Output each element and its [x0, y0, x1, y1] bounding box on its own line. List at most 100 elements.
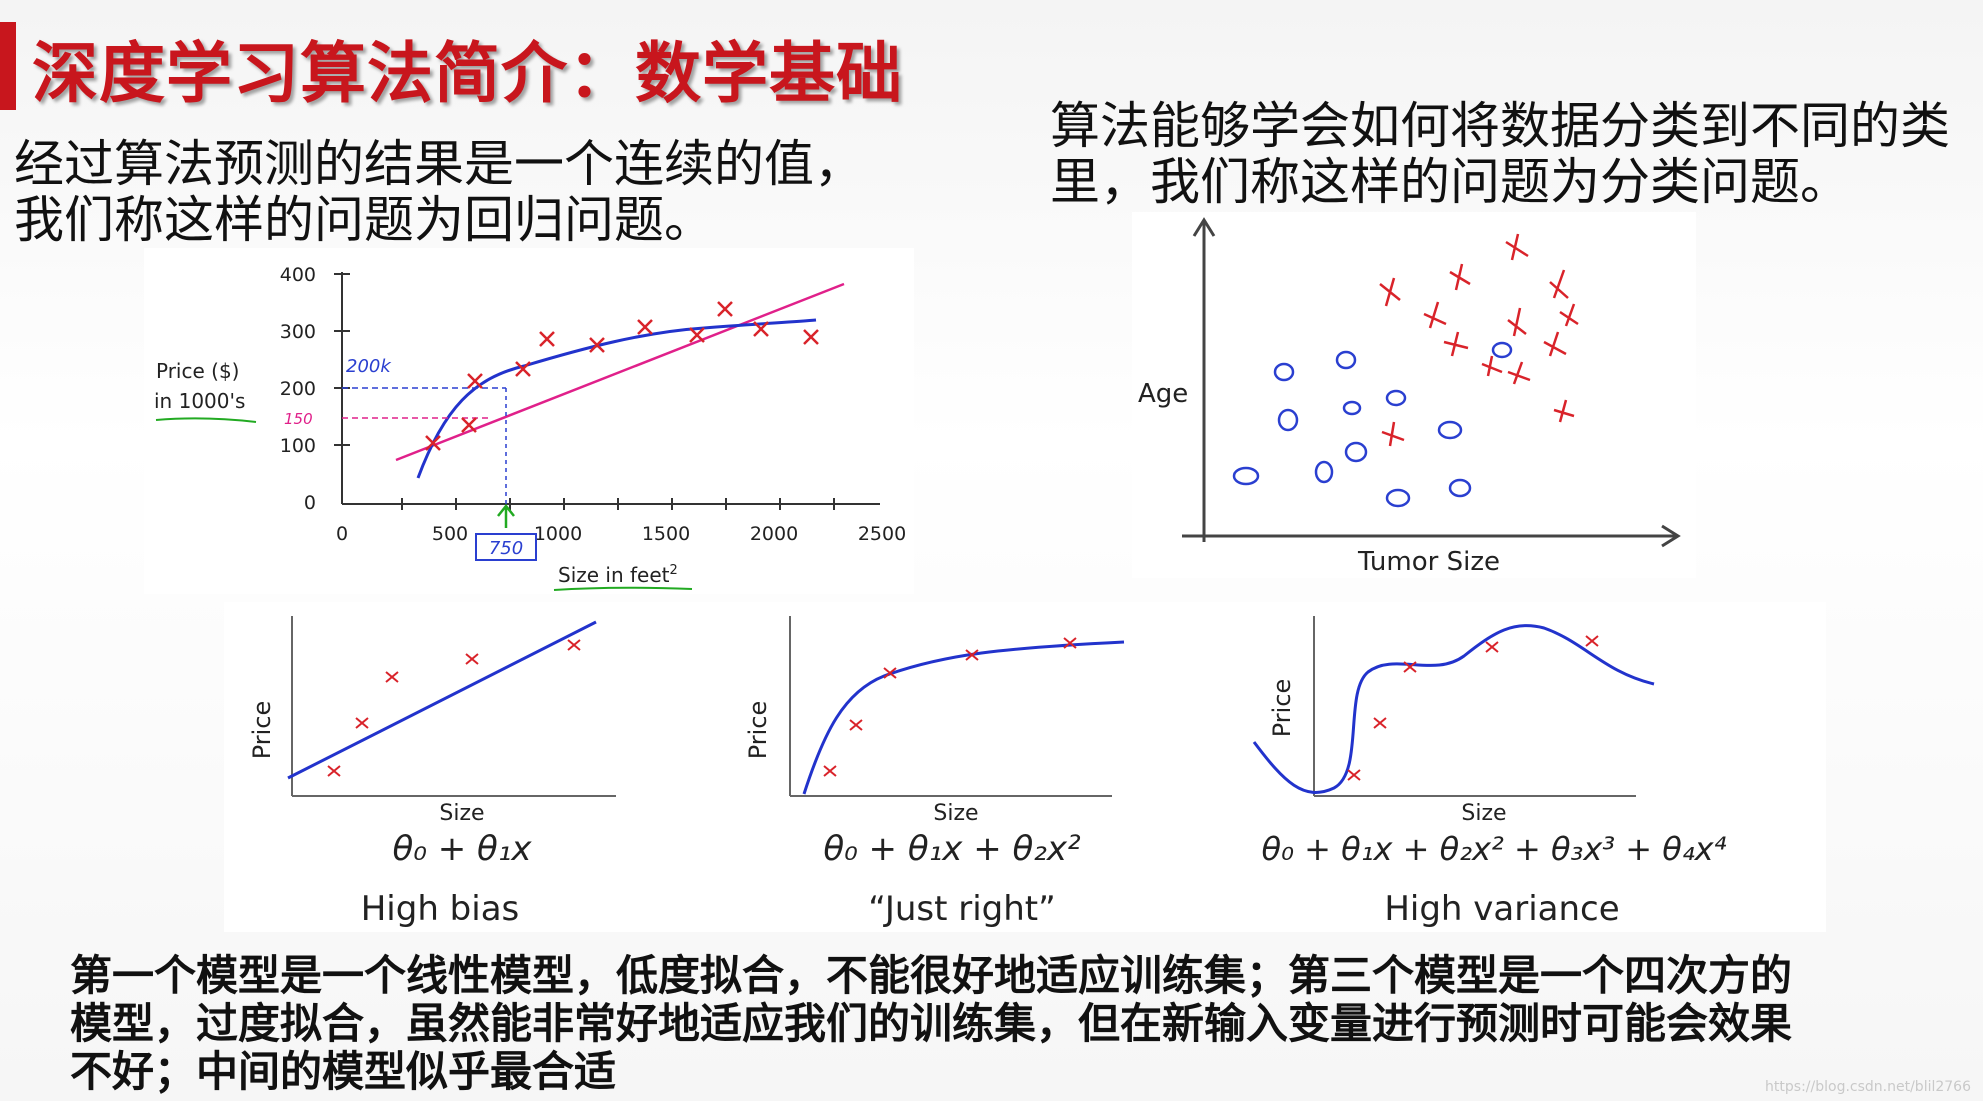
fit1-point [385, 671, 399, 683]
fit-summary: 第一个模型是一个线性模型，低度拟合，不能很好地适应训练集；第三个模型是一个四次方… [70, 952, 1950, 1096]
fit2-ylabel: Price [744, 701, 772, 760]
reg-x-tick-1000: 1000 [534, 523, 582, 545]
reg-annot-150: 150 [284, 410, 313, 428]
fit3-caption: High variance [1384, 889, 1619, 929]
reg-xlabel-underline [553, 586, 693, 591]
cls-o-marker [1335, 350, 1357, 370]
fit3-point [1585, 635, 1599, 647]
reg-750-box [475, 533, 537, 561]
reg-x-tick-2000: 2000 [750, 523, 798, 545]
fit1-point [327, 765, 341, 777]
reg-x-tick-1500: 1500 [642, 523, 690, 545]
reg-point [589, 337, 605, 353]
cls-x-marker [1481, 355, 1503, 377]
fit1-point [567, 639, 581, 651]
fit2-quadratic-curve [802, 640, 1125, 795]
reg-xlabel-text: Size in feet [558, 563, 670, 587]
cls-x-marker [1379, 277, 1401, 307]
cls-o-marker [1277, 408, 1299, 432]
cls-o-marker [1385, 488, 1411, 508]
watermark: https://blog.csdn.net/blil2766 [1765, 1079, 1971, 1095]
reg-point [425, 435, 441, 451]
reg-xlabel: Size in feet2 [558, 563, 678, 587]
cls-o-marker [1344, 441, 1368, 463]
fit3-points [1347, 635, 1599, 781]
cls-ylabel: Age [1138, 379, 1188, 409]
reg-point [753, 321, 769, 337]
cls-x-marker [1507, 307, 1527, 337]
fit-comparison-panel: Price Size θ₀ + θ₁x High bias Price Size… [224, 602, 1826, 932]
fit-summary-line2: 模型，过度拟合，虽然能非常好地适应我们的训练集，但在新输入变量进行预测时可能会效… [70, 999, 1793, 1048]
cls-o-marker [1232, 466, 1260, 486]
fit1-ylabel: Price [248, 701, 276, 760]
fit-comparison-svg: Price Size θ₀ + θ₁x High bias Price Size… [248, 616, 1727, 929]
reg-point [515, 361, 531, 377]
reg-point [637, 319, 653, 335]
cls-y-arrow [1192, 217, 1216, 237]
reg-point [689, 327, 705, 343]
cls-x-marker [1507, 361, 1531, 385]
regression-description: 经过算法预测的结果是一个连续的值， 我们称这样的问题为回归问题。 [14, 136, 894, 248]
cls-x-markers [1379, 233, 1579, 447]
cls-o-markers [1232, 341, 1513, 508]
fit3-ylabel: Price [1268, 679, 1296, 738]
fit3-xlabel: Size [1461, 801, 1506, 826]
reg-annot-750: 750 [489, 538, 523, 559]
fit3-point [1373, 717, 1387, 729]
reg-point [539, 331, 555, 347]
reg-point [803, 329, 819, 345]
reg-linear-fit-line [395, 282, 845, 462]
cls-x-marker [1423, 301, 1447, 329]
fit3-point [1485, 641, 1499, 653]
fit2-point [1063, 637, 1077, 649]
cls-x-marker [1449, 263, 1471, 291]
cls-o-marker [1385, 389, 1407, 407]
reg-point [461, 417, 477, 433]
reg-annot-200k: 200k [346, 356, 392, 377]
cls-x-marker [1559, 303, 1579, 327]
fit1-point [355, 717, 369, 729]
fit2-point [965, 649, 979, 661]
fit1-point [465, 653, 479, 665]
classification-description: 算法能够学会如何将数据分类到不同的类 里，我们称这样的问题为分类问题。 [1050, 98, 1980, 210]
fit-summary-line1: 第一个模型是一个线性模型，低度拟合，不能很好地适应训练集；第三个模型是一个四次方… [70, 951, 1793, 1000]
fit3-formula: θ₀ + θ₁x + θ₂x² + θ₃x³ + θ₄x⁴ [1262, 830, 1727, 868]
reg-xlabel-sup: 2 [670, 563, 678, 578]
cls-x-marker [1549, 269, 1569, 299]
fit2-point [883, 667, 897, 679]
reg-y-tick-400: 400 [280, 264, 316, 286]
reg-x-tick-2500: 2500 [858, 523, 906, 545]
reg-y-tick-100: 100 [280, 435, 316, 457]
title-accent-bar [0, 22, 16, 110]
reg-curve-fit [416, 318, 817, 479]
cls-x-marker [1505, 233, 1529, 261]
fit1-xlabel: Size [439, 801, 484, 826]
cls-o-marker [1314, 460, 1334, 484]
fit2-points [823, 637, 1077, 777]
fit2-point [849, 719, 863, 731]
classification-chart-svg: Age Tumor Size [1138, 217, 1681, 577]
regression-chart-svg: 400 300 200 100 0 0 500 1000 1500 2000 2… [154, 264, 906, 591]
cls-o-marker [1273, 362, 1295, 382]
fit2-formula: θ₀ + θ₁x + θ₂x² [823, 829, 1081, 869]
fit1-caption: High bias [361, 889, 520, 929]
cls-o-marker [1437, 420, 1463, 440]
regression-description-line2: 我们称这样的问题为回归问题。 [14, 191, 714, 249]
cls-x-marker [1381, 421, 1405, 447]
fit3-point [1347, 769, 1361, 781]
cls-o-marker [1448, 478, 1472, 498]
regression-description-line1: 经过算法预测的结果是一个连续的值， [14, 135, 864, 193]
fit1-points [327, 639, 581, 777]
fit1-formula: θ₀ + θ₁x [392, 829, 532, 869]
cls-x-arrow [1661, 524, 1681, 548]
reg-x-tick-0: 0 [336, 523, 348, 545]
fit2-point [823, 765, 837, 777]
classification-description-line2: 里，我们称这样的问题为分类问题。 [1050, 153, 1850, 211]
reg-750-arrow [497, 503, 515, 528]
cls-xlabel: Tumor Size [1357, 547, 1500, 577]
reg-ylabel-line2: in 1000's [154, 389, 245, 413]
slide-title: 深度学习算法简介：数学基础 [32, 35, 903, 112]
reg-point [467, 373, 483, 389]
reg-y-tick-0: 0 [304, 492, 316, 514]
cls-o-marker [1342, 400, 1362, 416]
